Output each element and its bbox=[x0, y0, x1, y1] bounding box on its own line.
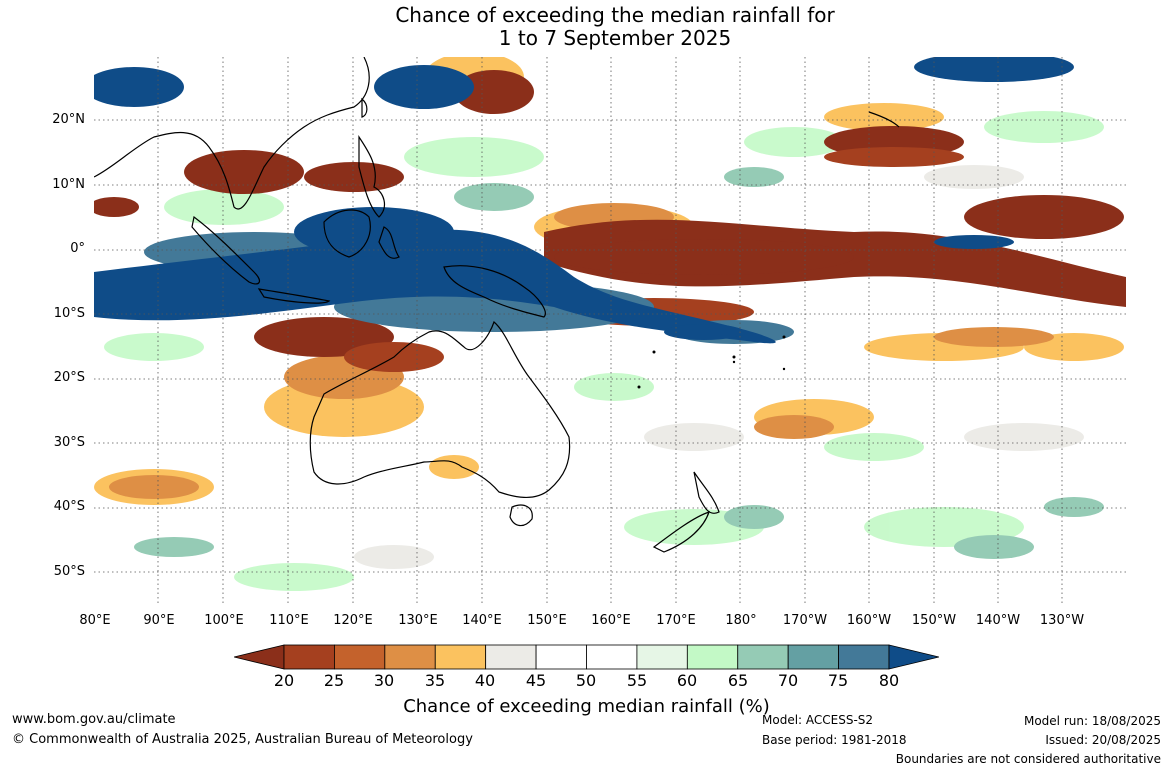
colorbar-tick-label: 60 bbox=[676, 671, 698, 690]
lon-tick-label: 160°E bbox=[591, 613, 631, 628]
colorbar-cell bbox=[283, 644, 335, 670]
lat-tick-label: 50°S bbox=[53, 564, 85, 579]
rainfall-map-canvas bbox=[94, 57, 1126, 604]
lon-tick-label: 140°E bbox=[462, 613, 502, 628]
colorbar-tick-label: 75 bbox=[827, 671, 849, 690]
lon-tick-label: 80°E bbox=[79, 613, 111, 628]
map-title: Chance of exceeding the median rainfall … bbox=[0, 4, 1173, 50]
lat-tick-label: 20°S bbox=[53, 370, 85, 385]
title-line-1: Chance of exceeding the median rainfall … bbox=[395, 3, 835, 27]
model-name: Model: ACCESS-S2 bbox=[762, 713, 874, 727]
website-link[interactable]: www.bom.gov.au/climate bbox=[12, 712, 176, 727]
lon-tick-label: 100°E bbox=[204, 613, 244, 628]
disclaimer-text: Boundaries are not considered authoritat… bbox=[895, 752, 1161, 766]
colorbar-cell bbox=[636, 644, 688, 670]
title-line-2: 1 to 7 September 2025 bbox=[498, 26, 732, 50]
lon-tick-label: 180° bbox=[725, 613, 757, 628]
colorbar-title: Chance of exceeding median rainfall (%) bbox=[403, 696, 770, 717]
lon-tick-label: 90°E bbox=[143, 613, 175, 628]
lon-tick-label: 140°W bbox=[975, 613, 1021, 628]
lat-tick-label: 20°N bbox=[52, 112, 85, 127]
colorbar-tick-label: 80 bbox=[878, 671, 900, 690]
lat-tick-label: 10°N bbox=[52, 177, 85, 192]
lat-tick-label: 10°S bbox=[53, 306, 85, 321]
lon-tick-label: 130°E bbox=[398, 613, 438, 628]
colorbar-tick-label: 65 bbox=[727, 671, 749, 690]
coastlines bbox=[94, 57, 900, 553]
lon-tick-label: 150°E bbox=[527, 613, 567, 628]
colorbar-tick-label: 30 bbox=[373, 671, 395, 690]
colorbar bbox=[234, 644, 939, 670]
colorbar-tick-label: 70 bbox=[777, 671, 799, 690]
lon-tick-label: 170°W bbox=[782, 613, 828, 628]
colorbar-cell bbox=[787, 644, 839, 670]
lat-tick-label: 0° bbox=[70, 241, 85, 256]
colorbar-tick-label: 55 bbox=[626, 671, 648, 690]
colorbar-cell bbox=[535, 644, 587, 670]
copyright-text: © Commonwealth of Australia 2025, Austra… bbox=[12, 732, 473, 747]
colorbar-cell bbox=[485, 644, 537, 670]
lat-tick-label: 40°S bbox=[53, 499, 85, 514]
colorbar-cell bbox=[384, 644, 436, 670]
colorbar-over-arrow bbox=[888, 644, 939, 670]
model-run-date: Model run: 18/08/2025 bbox=[1023, 714, 1161, 728]
colorbar-cell bbox=[434, 644, 487, 670]
colorbar-tick-label: 45 bbox=[525, 671, 547, 690]
colorbar-tick-label: 50 bbox=[575, 671, 597, 690]
base-period: Base period: 1981-2018 bbox=[762, 733, 907, 747]
colorbar-tick-label: 40 bbox=[474, 671, 496, 690]
colorbar-tick-label: 20 bbox=[273, 671, 295, 690]
lat-tick-label: 30°S bbox=[53, 435, 85, 450]
colorbar-under-arrow bbox=[234, 644, 285, 670]
rainfall-map bbox=[94, 57, 1126, 604]
issued-date: Issued: 20/08/2025 bbox=[1045, 733, 1161, 747]
colorbar-cell bbox=[737, 644, 789, 670]
lon-tick-label: 120°E bbox=[333, 613, 373, 628]
colorbar-cell bbox=[586, 644, 638, 670]
colorbar-tick-label: 35 bbox=[424, 671, 446, 690]
colorbar-cell bbox=[686, 644, 739, 670]
lon-tick-label: 170°E bbox=[656, 613, 696, 628]
lon-tick-label: 110°E bbox=[269, 613, 309, 628]
lon-tick-label: 160°W bbox=[846, 613, 892, 628]
colorbar-cell bbox=[838, 644, 890, 670]
lon-tick-label: 150°W bbox=[911, 613, 957, 628]
colorbar-tick-label: 25 bbox=[323, 671, 345, 690]
colorbar-cell bbox=[334, 644, 386, 670]
lon-tick-label: 130°W bbox=[1039, 613, 1085, 628]
